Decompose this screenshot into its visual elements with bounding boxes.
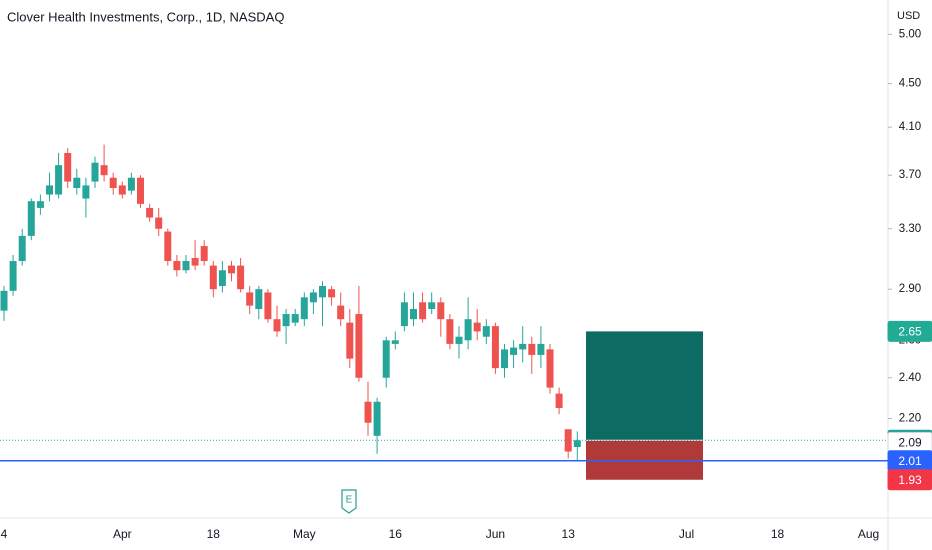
candle-body [373,401,381,436]
x-tick-label: Aug [858,527,879,541]
price-tag [887,469,932,491]
candle-body [91,162,99,182]
candle-body [55,165,63,195]
candle-body [309,292,317,303]
price-tag-label: 1.93 [898,473,922,487]
candle-body [573,440,581,447]
earnings-label[interactable]: E [346,495,353,506]
candle-body [228,265,235,274]
candle-body [137,177,144,204]
candle-body [346,322,354,359]
price-tag-label: 2.65 [898,325,922,339]
candle-body [537,343,545,355]
candle-body [109,177,117,189]
x-tick-label: May [293,527,316,541]
candle-body [237,265,245,290]
candle-body [273,319,281,332]
candle-body [291,314,299,323]
price-tag-label: 2.01 [898,454,922,468]
candle-body [382,340,390,378]
candle-body [82,185,90,199]
chart-title: Clover Health Investments, Corp., 1D, NA… [7,9,284,24]
price-tag [887,320,932,342]
plot [0,144,888,480]
candle-body [328,289,336,298]
candle-body [510,347,518,355]
candle-body [164,231,172,262]
earnings-marker[interactable]: E [341,489,357,514]
candle-body [100,165,108,176]
candle-body [482,326,490,337]
y-tick-label: 5.00 [899,28,921,40]
candle-body [264,292,272,320]
candle-body [127,177,135,191]
candle-body [564,429,572,452]
x-tick-label: 16 [389,527,403,541]
candle-body [36,201,44,208]
candle-body [191,257,199,266]
candle-body [246,292,254,306]
x-tick-label: 18 [207,527,221,541]
candle-body [410,308,417,320]
candle-body [391,340,399,344]
candle-body [319,285,326,298]
candle-body [337,305,345,320]
candle-body [9,261,17,291]
candle-body [218,270,226,286]
candle-body [528,343,536,355]
candle-body [455,336,463,344]
candle-body [255,289,263,309]
candle-body [300,297,308,320]
earnings-icon[interactable] [341,489,357,514]
candle-body [546,349,554,388]
candle-body [27,201,35,236]
y-tick-label: 2.20 [899,413,921,425]
candle-body [555,393,563,408]
y-tick-label: 4.50 [899,78,921,90]
y-tick-label: 3.70 [899,169,921,181]
candle-body [364,401,372,423]
x-tick-label: 4 [1,527,8,541]
x-tick-label: Jul [679,527,694,541]
candle-body [155,217,163,229]
candle-body [428,302,436,309]
candle-body [0,290,8,311]
x-tick-label: Apr [113,527,132,541]
price-tag-label: 2.09 [898,436,922,450]
candle-body [46,185,53,195]
candle-body [118,185,126,195]
candle-body [73,177,81,189]
x-tick-label: 18 [771,527,785,541]
candle-body [64,152,72,182]
candle-body [400,302,408,327]
x-tick-label: Jun [486,527,505,541]
candle-body [473,322,481,332]
candle-body [437,302,445,320]
candle-body [282,314,290,327]
y-tick-label: 3.30 [899,223,921,235]
candle-body [519,343,527,350]
candle-body [355,314,363,378]
x-tick-label: 13 [562,527,576,541]
candle-body [491,326,499,369]
candle-body [173,261,181,271]
candle-body [182,261,190,271]
candle-body [18,235,26,262]
candle-body [419,302,427,320]
candle-body [209,265,217,290]
position-profit [586,331,703,441]
candle-body [464,319,472,341]
candle-body [501,349,508,369]
candle-body [200,246,208,262]
candle-body [146,207,154,218]
candle-body [446,319,454,344]
currency-label: USD [897,10,920,22]
y-tick-label: 2.90 [899,283,921,295]
y-tick-label: 2.40 [899,372,921,384]
y-tick-label: 4.10 [899,121,921,133]
